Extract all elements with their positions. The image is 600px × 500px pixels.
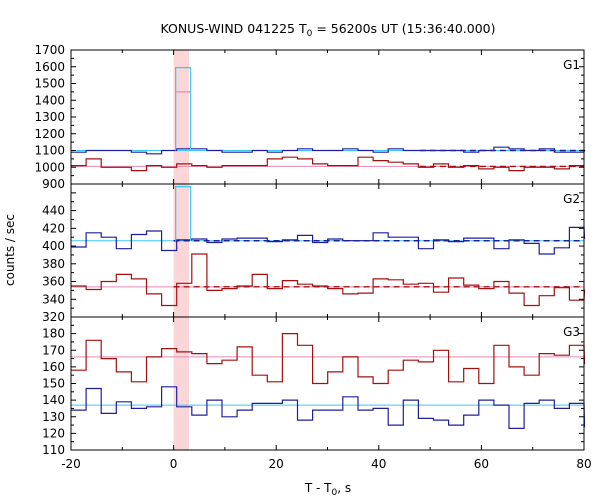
burst-peak-box — [175, 186, 192, 241]
series-blue-step — [71, 386, 586, 429]
y-tick-label: 340 — [42, 292, 65, 306]
y-tick-label: 1500 — [34, 77, 65, 91]
y-axis-title: counts / sec — [3, 214, 17, 286]
y-tick-label: 1000 — [34, 160, 65, 174]
y-tick-label: 1400 — [34, 93, 65, 107]
y-tick-label: 1700 — [34, 43, 65, 57]
y-tick-label: 320 — [42, 310, 65, 324]
y-tick-label: 1100 — [34, 144, 65, 158]
chart-title-subscript: 0 — [307, 29, 313, 39]
y-tick-label: 160 — [42, 360, 65, 374]
y-tick-label: 150 — [42, 377, 65, 391]
y-tick-label: 420 — [42, 221, 65, 235]
panel-label: G3 — [563, 325, 580, 339]
y-tick-label: 180 — [42, 327, 65, 341]
panel-g3: 110 120 130 140 150 160 170 180 G3 — [42, 316, 586, 457]
y-tick-label: 1300 — [34, 110, 65, 124]
x-axis-title-main: T - T — [304, 481, 332, 495]
x-tick-label: 80 — [576, 457, 591, 471]
y-tick-label: 440 — [42, 204, 65, 218]
x-axis-title: T - T0, s — [304, 481, 351, 498]
panels-layer: 900 1000 1100 1200 1300 1400 1500 1600 1700 G1 320… — [34, 43, 586, 457]
series-red-step — [71, 156, 585, 172]
panel-label: G1 — [563, 58, 580, 72]
y-tick-label: 110 — [42, 443, 65, 457]
chart-title-main: KONUS-WIND 041225 T — [160, 21, 306, 36]
chart-title: KONUS-WIND 041225 T0 = 56200s UT (15:36:… — [160, 21, 495, 39]
y-tick-label: 130 — [42, 410, 65, 424]
panel-g1: 900 1000 1100 1200 1300 1400 1500 1600 1700 G1 — [34, 43, 586, 191]
y-tick-label: 400 — [42, 239, 65, 253]
burst-peak-box — [175, 66, 192, 151]
y-tick-label: 140 — [42, 393, 65, 407]
x-axis-title-subscript: 0 — [332, 488, 338, 498]
x-tick-labels: -20 0 20 40 60 80 — [61, 457, 591, 471]
y-tick-label: 900 — [42, 177, 65, 191]
x-tick-label: -20 — [61, 457, 81, 471]
x-tick-label: 60 — [474, 457, 489, 471]
panel-frame — [70, 183, 585, 318]
x-tick-label: 0 — [170, 457, 178, 471]
panel-label: G2 — [563, 192, 580, 206]
y-tick-label: 360 — [42, 275, 65, 289]
series-red-step — [71, 253, 586, 307]
x-axis-title-rest: , s — [337, 481, 351, 495]
y-tick-label: 120 — [42, 426, 65, 440]
chart-title-rest: = 56200s UT (15:36:40.000) — [312, 21, 495, 36]
y-tick-label: 380 — [42, 257, 65, 271]
series-red-step — [71, 333, 586, 385]
y-tick-label: 1600 — [34, 60, 65, 74]
y-tick-label: 1200 — [34, 127, 65, 141]
y-tick-label: 170 — [42, 343, 65, 357]
series-blue-step — [71, 146, 586, 155]
x-tick-label: 20 — [269, 457, 284, 471]
panel-g2: 320 340 360 380 400 420 440 G2 — [42, 183, 586, 324]
x-tick-label: 40 — [371, 457, 386, 471]
